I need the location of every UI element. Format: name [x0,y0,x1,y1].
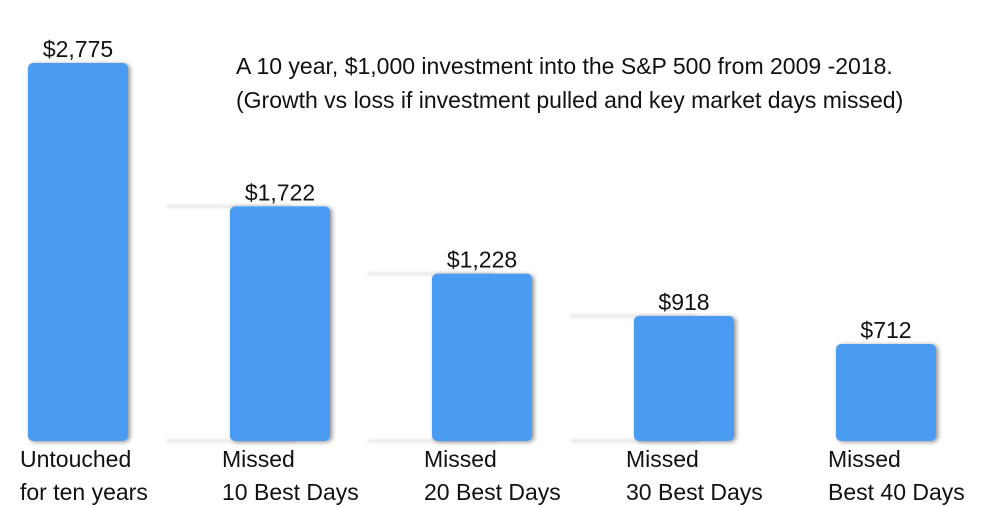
bars-group [28,63,936,441]
category-label-1-line-2: for ten years [20,479,148,505]
value-label-5: $712 [860,317,911,343]
value-label-3: $1,228 [447,247,517,273]
category-label-5-line-2: Best 40 Days [828,479,965,505]
category-label-4-line-1: Missed [626,446,699,472]
value-label-1: $2,775 [43,36,113,62]
category-labels-group: Untouched for ten years Missed 10 Best Days… [20,446,965,505]
bar-4 [634,315,734,441]
value-label-2: $1,722 [245,179,315,205]
bar-3 [432,273,532,441]
bar-2 [230,206,330,441]
category-label-3-line-2: 20 Best Days [424,479,561,505]
chart-title-line-1: A 10 year, $1,000 investment into the S&… [236,53,893,79]
category-label-1-line-1: Untouched [20,446,131,472]
bar-1 [28,63,128,441]
category-label-2-line-1: Missed [222,446,295,472]
category-label-5-line-1: Missed [828,446,901,472]
value-labels-group: $2,775 $1,722 $1,228 $918 $712 [43,36,912,343]
category-label-4-line-2: 30 Best Days [626,479,763,505]
value-label-4: $918 [658,289,709,315]
chart-title-line-2: (Growth vs loss if investment pulled and… [236,87,904,113]
category-label-3-line-1: Missed [424,446,497,472]
bar-5 [836,344,936,441]
category-label-2-line-2: 10 Best Days [222,479,359,505]
